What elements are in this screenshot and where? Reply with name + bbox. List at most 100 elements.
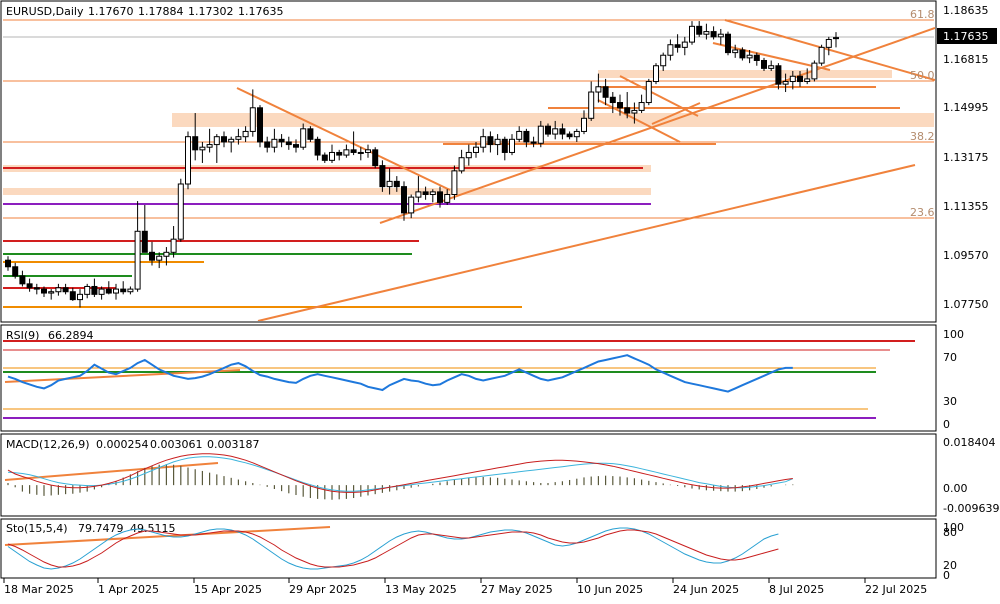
bear-candle[interactable]	[12, 266, 19, 277]
bull-candle[interactable]	[84, 285, 91, 295]
bull-candle[interactable]	[494, 138, 501, 146]
bear-candle[interactable]	[221, 136, 227, 143]
bull-candle[interactable]	[595, 86, 602, 93]
bull-candle[interactable]	[789, 75, 796, 83]
bear-candle[interactable]	[566, 133, 573, 138]
bear-candle[interactable]	[19, 275, 26, 285]
bear-candle[interactable]	[149, 251, 155, 261]
bull-candle[interactable]	[458, 157, 465, 172]
downtrend-line-apr-may[interactable]	[236, 87, 451, 191]
bear-candle[interactable]	[336, 151, 343, 156]
bull-candle[interactable]	[185, 136, 191, 185]
bull-candle[interactable]	[552, 128, 559, 135]
bear-candle[interactable]	[393, 180, 400, 188]
bull-candle[interactable]	[98, 288, 105, 295]
bear-candle[interactable]	[739, 49, 746, 59]
bear-candle[interactable]	[501, 138, 508, 153]
bull-candle[interactable]	[746, 54, 753, 59]
bull-candle[interactable]	[717, 33, 724, 38]
bull-candle[interactable]	[667, 44, 674, 56]
bear-candle[interactable]	[372, 149, 379, 167]
uptrend-line-may-jul[interactable]	[379, 27, 935, 224]
bull-candle[interactable]	[631, 109, 638, 114]
bull-candle[interactable]	[343, 149, 350, 156]
bear-candle[interactable]	[285, 141, 292, 146]
bear-candle[interactable]	[674, 44, 681, 48]
bear-candle[interactable]	[307, 128, 314, 140]
bear-candle[interactable]	[401, 186, 407, 214]
bull-candle[interactable]	[473, 146, 479, 153]
bear-candle[interactable]	[559, 128, 566, 135]
bull-candle[interactable]	[48, 291, 55, 294]
bull-candle[interactable]	[465, 151, 472, 159]
bear-candle[interactable]	[725, 33, 731, 54]
bull-candle[interactable]	[365, 149, 371, 153]
flag-bottom-line[interactable]	[597, 99, 681, 143]
bear-candle[interactable]	[141, 230, 148, 253]
bear-candle[interactable]	[105, 288, 112, 294]
bull-candle[interactable]	[660, 54, 667, 67]
bear-candle[interactable]	[62, 287, 69, 293]
bull-candle[interactable]	[811, 62, 818, 80]
bear-candle[interactable]	[775, 65, 782, 85]
bear-candle[interactable]	[192, 136, 199, 151]
bull-candle[interactable]	[689, 25, 695, 43]
bull-candle[interactable]	[645, 81, 652, 104]
bull-candle[interactable]	[653, 65, 659, 83]
bull-candle[interactable]	[163, 251, 170, 257]
long-uptrend-line[interactable]	[257, 164, 916, 321]
bear-candle[interactable]	[379, 165, 386, 188]
rsi-trend-line[interactable]	[4, 369, 241, 383]
bull-candle[interactable]	[415, 191, 422, 198]
bull-candle[interactable]	[206, 144, 213, 148]
bear-candle[interactable]	[33, 287, 40, 290]
bull-candle[interactable]	[127, 288, 134, 293]
bull-candle[interactable]	[170, 238, 177, 253]
bull-candle[interactable]	[768, 65, 775, 69]
bear-candle[interactable]	[437, 191, 443, 203]
bull-candle[interactable]	[573, 130, 580, 138]
bull-candle[interactable]	[235, 136, 242, 140]
bull-candle[interactable]	[386, 180, 393, 188]
bull-candle[interactable]	[825, 38, 832, 48]
bear-candle[interactable]	[523, 130, 530, 143]
bull-candle[interactable]	[271, 138, 278, 148]
bull-candle[interactable]	[444, 194, 451, 203]
bear-candle[interactable]	[753, 54, 760, 61]
bull-candle[interactable]	[134, 230, 141, 290]
bear-candle[interactable]	[609, 96, 616, 104]
bear-candle[interactable]	[41, 288, 47, 294]
bull-candle[interactable]	[429, 191, 436, 196]
bull-candle[interactable]	[804, 78, 811, 83]
bull-candle[interactable]	[638, 102, 645, 111]
bull-candle[interactable]	[329, 151, 335, 161]
bear-candle[interactable]	[257, 107, 263, 143]
bull-candle[interactable]	[249, 107, 256, 132]
bull-candle[interactable]	[451, 170, 458, 196]
bull-candle[interactable]	[703, 31, 710, 35]
bear-candle[interactable]	[833, 37, 839, 40]
bull-candle[interactable]	[113, 288, 119, 294]
bear-candle[interactable]	[710, 31, 717, 38]
bear-candle[interactable]	[26, 283, 33, 289]
bear-candle[interactable]	[797, 75, 803, 83]
bear-candle[interactable]	[120, 288, 127, 293]
bull-candle[interactable]	[55, 287, 62, 293]
bear-candle[interactable]	[278, 138, 285, 143]
bull-candle[interactable]	[177, 183, 184, 240]
bull-candle[interactable]	[300, 128, 307, 148]
bear-candle[interactable]	[602, 86, 609, 98]
bear-candle[interactable]	[624, 107, 631, 114]
bear-candle[interactable]	[321, 154, 328, 161]
bull-candle[interactable]	[516, 130, 523, 140]
bear-candle[interactable]	[314, 138, 321, 156]
bull-candle[interactable]	[588, 91, 595, 119]
channel-bottom-line[interactable]	[712, 42, 831, 71]
bear-candle[interactable]	[696, 25, 703, 35]
bull-candle[interactable]	[480, 136, 487, 148]
channel-top-line[interactable]	[724, 19, 935, 81]
bull-candle[interactable]	[509, 138, 515, 153]
bull-candle[interactable]	[732, 49, 739, 54]
bear-candle[interactable]	[545, 125, 551, 135]
